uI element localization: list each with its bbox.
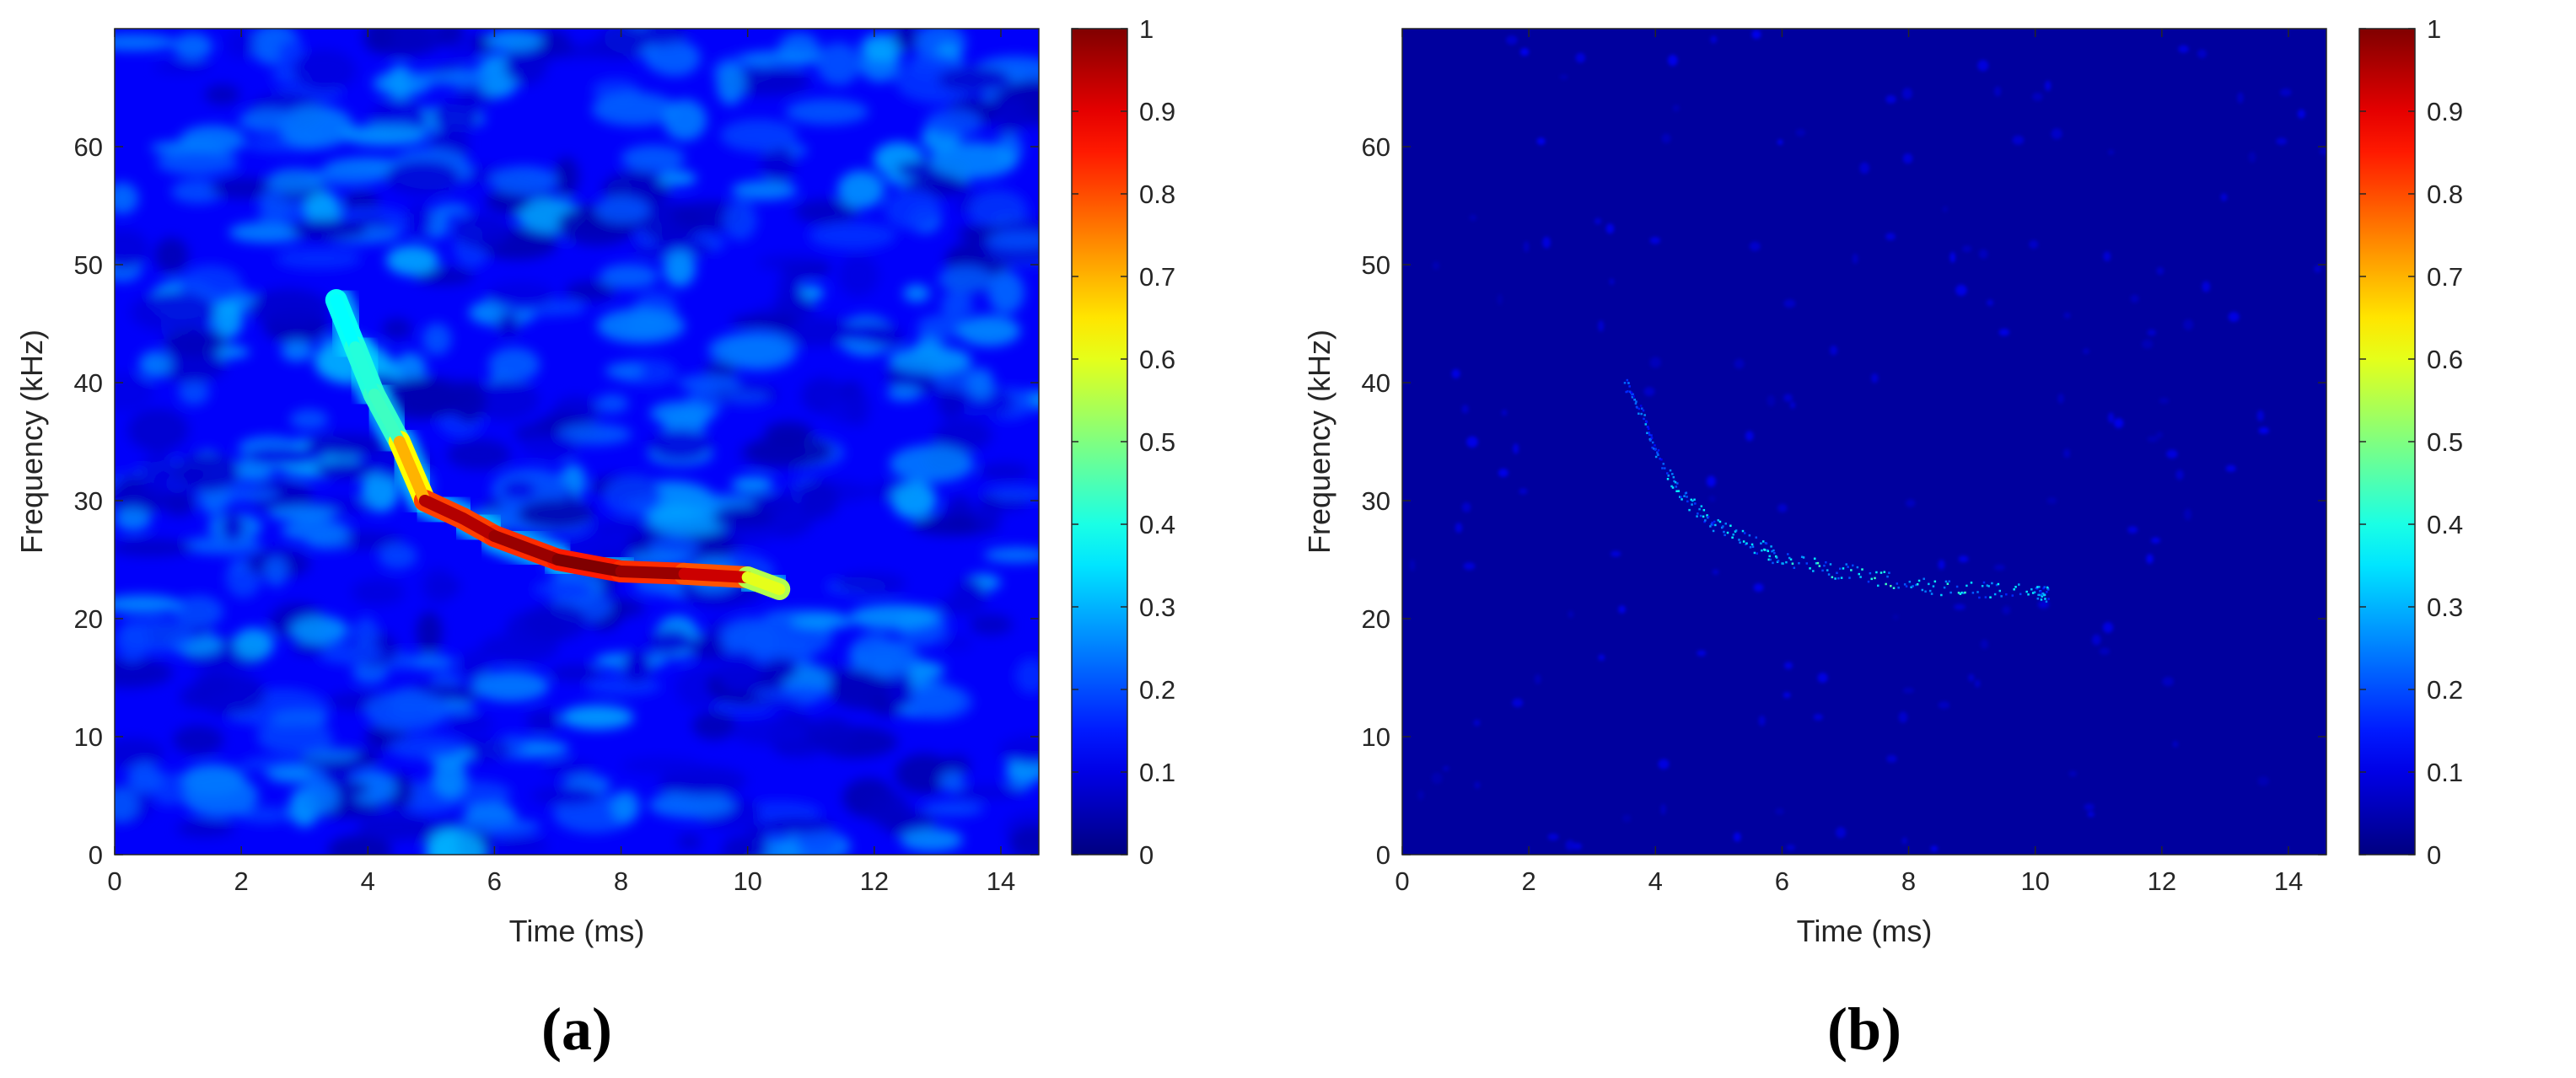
colorbar-tick-label: 0.9 bbox=[2427, 97, 2463, 126]
x-axis-label: Time (ms) bbox=[1797, 914, 1933, 948]
plot-frame bbox=[1401, 28, 2327, 855]
colorbar-tick-label: 0 bbox=[1139, 840, 1154, 870]
y-tick-label: 0 bbox=[1376, 840, 1390, 870]
colorbar-tick-label: 0.9 bbox=[1139, 97, 1175, 126]
colorbar-tick-label: 0.5 bbox=[1139, 427, 1175, 457]
x-tick-label: 12 bbox=[2148, 866, 2176, 896]
colorbar-tick-label: 0.5 bbox=[2427, 427, 2463, 457]
x-tick-label: 4 bbox=[361, 866, 375, 896]
y-tick-label: 0 bbox=[89, 840, 103, 870]
colorbar-tick-label: 0.7 bbox=[2427, 262, 2463, 292]
ridge-series bbox=[319, 283, 797, 606]
heatmap-noise bbox=[115, 29, 1039, 855]
x-tick-label: 8 bbox=[1901, 866, 1916, 896]
plot-frame bbox=[114, 28, 1040, 855]
y-tick-label: 60 bbox=[74, 132, 103, 162]
colorbar-gradient bbox=[2358, 28, 2416, 855]
colorbar-tick-label: 0.8 bbox=[2427, 180, 2463, 209]
colorbar-tick-label: 0 bbox=[2427, 840, 2441, 870]
heatmap-noise bbox=[1409, 29, 2326, 852]
y-tick-label: 10 bbox=[74, 722, 103, 752]
colorbar-tick-label: 0.8 bbox=[1139, 180, 1175, 209]
panel-b: 0 2 4 6 8 10 12 14 0 10 20 30 40 50 60 Time (ms) Frequen… bbox=[1288, 0, 2575, 1078]
panel-a: 0 2 4 6 8 10 12 14 0 10 20 30 40 50 60 Time (ms) Frequen… bbox=[14, 14, 1175, 1063]
colorbar-tick-label: 0.3 bbox=[1139, 593, 1175, 622]
colorbar: 0 0.1 0.2 0.3 0.4 0.5 0.6 0.7 0.8 0.9 1 bbox=[2358, 14, 2463, 870]
y-tick-label: 20 bbox=[74, 604, 103, 634]
y-tick-label: 50 bbox=[1362, 250, 1390, 280]
y-axis-label: Frequency (kHz) bbox=[14, 330, 49, 554]
y-tick-label: 10 bbox=[1362, 722, 1390, 752]
panel-label: (b) bbox=[1827, 995, 1901, 1063]
x-tick-label: 6 bbox=[1775, 866, 1789, 896]
x-tick-label: 0 bbox=[107, 866, 121, 896]
colorbar-tick-label: 0.2 bbox=[2427, 675, 2463, 705]
colorbar-tick-label: 0.2 bbox=[1139, 675, 1175, 705]
colorbar-tick-label: 0.1 bbox=[1139, 758, 1175, 787]
y-tick-label: 20 bbox=[1362, 604, 1390, 634]
y-tick-label: 40 bbox=[1362, 368, 1390, 398]
x-tick-label: 2 bbox=[1522, 866, 1536, 896]
y-tick-label: 30 bbox=[1362, 486, 1390, 516]
heatmap bbox=[115, 29, 1039, 855]
heatmap bbox=[1402, 29, 2326, 855]
y-tick-label: 40 bbox=[74, 368, 103, 398]
x-tick-label: 2 bbox=[234, 866, 249, 896]
colorbar-tick-label: 0.6 bbox=[2427, 345, 2463, 374]
x-tick-label: 14 bbox=[987, 866, 1015, 896]
y-tick-label: 50 bbox=[74, 250, 103, 280]
colorbar-tick-label: 0.7 bbox=[1139, 262, 1175, 292]
y-axis-label: Frequency (kHz) bbox=[1302, 330, 1336, 554]
colorbar-tick-label: 1 bbox=[2427, 14, 2441, 44]
y-tick-label: 30 bbox=[74, 486, 103, 516]
ridge-series bbox=[1623, 378, 2050, 603]
x-tick-label: 14 bbox=[2274, 866, 2303, 896]
panel-label: (a) bbox=[541, 995, 612, 1063]
x-tick-label: 0 bbox=[1395, 866, 1409, 896]
x-axis-label: Time (ms) bbox=[509, 914, 645, 948]
colorbar: 0 0.1 0.2 0.3 0.4 0.5 0.6 0.7 0.8 0.9 1 bbox=[1071, 14, 1175, 870]
colorbar-gradient bbox=[1071, 28, 1128, 855]
colorbar-tick-label: 0.4 bbox=[2427, 510, 2463, 539]
x-tick-label: 10 bbox=[733, 866, 761, 896]
colorbar-tick-label: 0.3 bbox=[2427, 593, 2463, 622]
y-tick-label: 60 bbox=[1362, 132, 1390, 162]
colorbar-tick-label: 0.4 bbox=[1139, 510, 1175, 539]
x-tick-label: 10 bbox=[2020, 866, 2049, 896]
x-tick-label: 6 bbox=[487, 866, 502, 896]
heatmap-background bbox=[1402, 29, 2326, 855]
colorbar-tick-label: 1 bbox=[1139, 14, 1154, 44]
colorbar-tick-label: 0.1 bbox=[2427, 758, 2463, 787]
x-tick-label: 8 bbox=[614, 866, 628, 896]
colorbar-tick-label: 0.6 bbox=[1139, 345, 1175, 374]
x-tick-label: 4 bbox=[1648, 866, 1663, 896]
x-tick-label: 12 bbox=[860, 866, 889, 896]
